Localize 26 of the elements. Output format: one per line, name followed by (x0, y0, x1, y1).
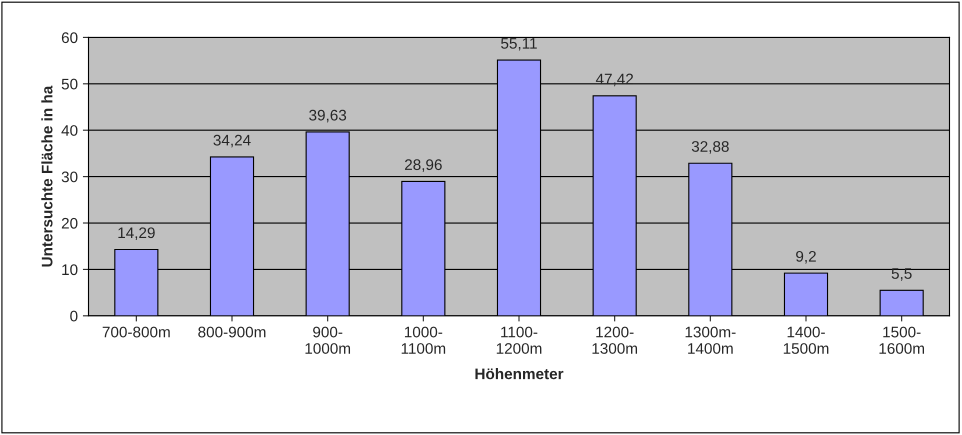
x-tick-label: 1100- 1200m (496, 326, 542, 354)
data-label: 28,96 (404, 159, 442, 172)
data-label: 55,11 (501, 38, 537, 51)
y-tick-label: 30 (62, 171, 78, 182)
y-axis-title: Untersuchte Fläche in ha (41, 86, 53, 267)
x-tick-label: 1300m- 1400m (686, 326, 736, 354)
x-tick-label: 1500- 1600m (879, 326, 924, 354)
y-tick-label: 10 (62, 264, 78, 276)
x-tick-label: 1200- 1300m (592, 326, 638, 354)
y-tick-label: 20 (62, 218, 78, 229)
data-label: 9,2 (796, 250, 816, 264)
x-axis-title: Höhenmeter (475, 368, 564, 380)
x-tick-label: 800-900m (198, 326, 266, 338)
x-tick-label: 1400- 1500m (784, 326, 828, 354)
y-tick-label: 40 (61, 125, 78, 136)
data-label: 5,5 (892, 268, 912, 281)
data-label: 39,63 (309, 110, 346, 122)
data-label: 14,29 (118, 227, 155, 240)
y-tick-label: 50 (62, 78, 78, 90)
x-tick-label: 1000- 1100m (402, 326, 446, 354)
data-label: 34,24 (213, 134, 251, 148)
y-tick-label: 60 (62, 32, 78, 44)
x-tick-label: 700-800m (102, 326, 170, 338)
y-tick-label: 0 (70, 310, 78, 322)
data-label: 32,88 (692, 141, 729, 154)
x-tick-label: 900- 1000m (305, 326, 350, 354)
